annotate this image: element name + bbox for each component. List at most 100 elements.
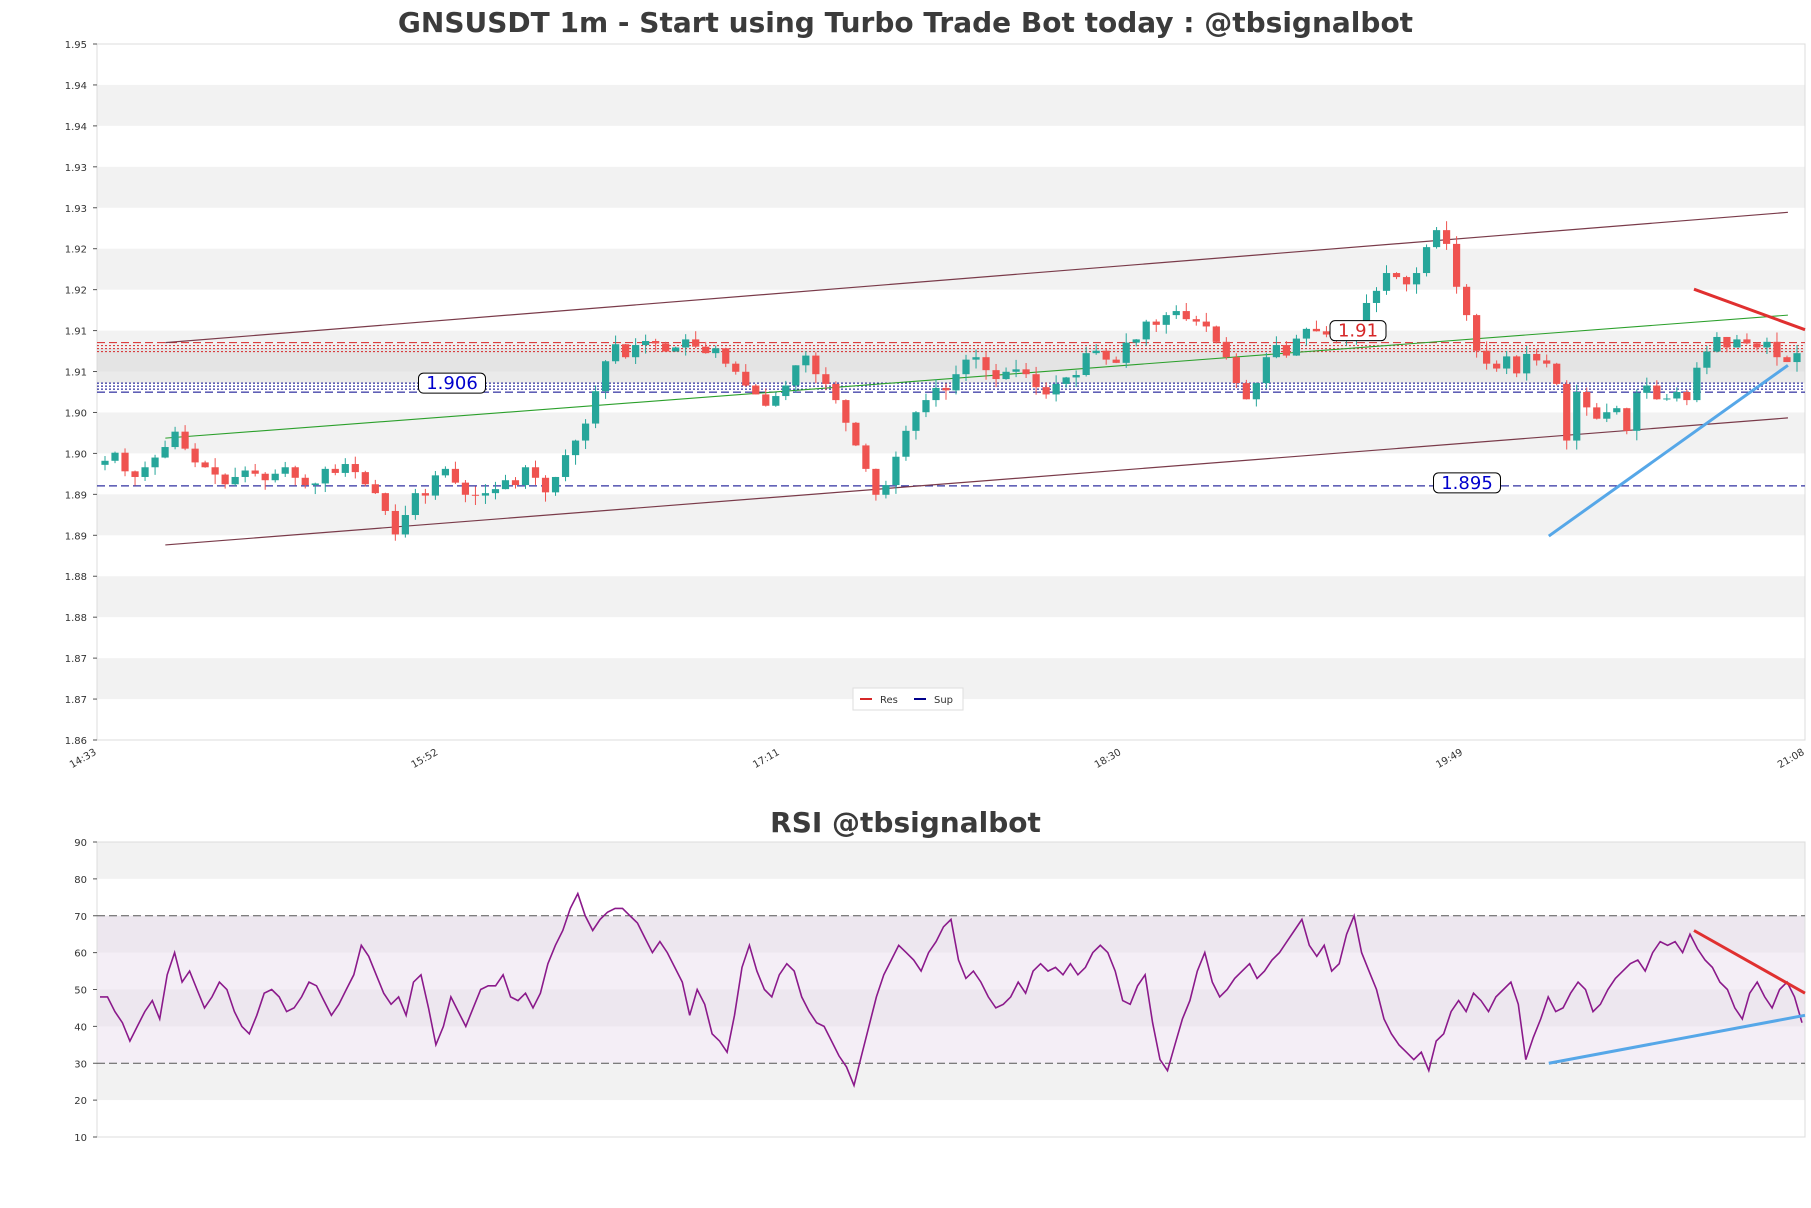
candle-body (1302, 328, 1311, 339)
candle-body (1132, 339, 1140, 343)
candle-body (101, 460, 109, 465)
main-channel-lines (165, 211, 1788, 546)
candle-body (141, 467, 149, 477)
candle-body (702, 346, 710, 354)
candle-body (1032, 374, 1040, 388)
candle-body (501, 480, 510, 490)
candle-body (762, 394, 770, 406)
main-x-tick-label: 14:33 (68, 747, 98, 771)
candle-body (972, 357, 980, 360)
candle-body (782, 385, 790, 397)
candle-body (1513, 356, 1521, 374)
candle-body (892, 456, 900, 486)
candle-body (812, 355, 820, 375)
candle-body (952, 374, 960, 391)
candle-body (1633, 392, 1641, 431)
candle-body (231, 476, 239, 485)
candle-body (451, 468, 460, 483)
main-x-tick-label: 21:08 (1776, 747, 1806, 771)
candle-body (832, 383, 840, 401)
rsi-axes: 90 80 70 60 50 40 30 20 10 (74, 838, 97, 1144)
sr-zone (97, 348, 1805, 384)
candle-body (1382, 273, 1391, 291)
candle-body (1052, 383, 1060, 395)
candle-body (321, 468, 329, 484)
candle-body (1242, 383, 1250, 400)
rsi-lines (97, 891, 1806, 1088)
candle-body (291, 467, 299, 478)
candle-body (1072, 375, 1080, 378)
rsi-y-tick-label: 20 (74, 1096, 87, 1107)
candle-body (391, 510, 399, 535)
candle-body (1122, 342, 1130, 363)
candle-body (732, 363, 740, 372)
candle-body (942, 387, 950, 391)
candle-body (191, 448, 199, 463)
candle-body (241, 470, 249, 477)
candle-body (1603, 412, 1611, 419)
channel-middle-line (165, 314, 1788, 439)
candle-body (441, 468, 450, 476)
main-grid-band (97, 248, 1805, 290)
candle-body (1783, 357, 1791, 363)
main-x-tick-label: 15:52 (410, 747, 440, 771)
main-y-tick-label: 1.92 (65, 245, 87, 256)
rsi-chart-title: RSI @tbsignalbot (770, 806, 1041, 839)
candle-body (922, 400, 930, 413)
candle-body (301, 477, 309, 486)
support-lower-level-label-box (1433, 472, 1501, 494)
rsi-grid-bands (96, 841, 1806, 1138)
legend-res-label: Res (880, 695, 898, 706)
candle-body (1182, 311, 1190, 320)
candle-body (401, 515, 409, 535)
candle-body (1473, 315, 1481, 351)
candle-body (271, 473, 279, 481)
channel-lower-line (165, 417, 1788, 546)
candle-body (1733, 339, 1741, 348)
candle-body (852, 422, 860, 446)
main-y-tick-label: 1.94 (65, 122, 87, 133)
candle-body (1753, 343, 1761, 348)
candle-body (571, 440, 580, 456)
channel-upper-line (165, 211, 1788, 344)
support-upper-level-label-box (418, 372, 486, 394)
main-y-tick-label: 1.91 (65, 327, 87, 338)
candle-body (1432, 230, 1441, 248)
candle-body (1452, 243, 1461, 287)
main-trendlines (1547, 287, 1806, 538)
trendline-blue (1547, 364, 1789, 538)
candle-body (431, 475, 439, 496)
candle-body (1693, 367, 1701, 401)
candle-body (1412, 273, 1421, 285)
candle-body (1793, 353, 1801, 363)
candle-body (1533, 353, 1541, 361)
rsi-y-tick-label: 80 (74, 875, 87, 886)
candle-body (802, 355, 810, 366)
candle-body (842, 400, 850, 423)
candle-body (1523, 353, 1531, 374)
rsi-grid-band (97, 1063, 1805, 1101)
candle-body (1743, 339, 1751, 344)
candle-body (311, 483, 319, 486)
candle-body (341, 464, 349, 473)
candle-body (1372, 290, 1381, 303)
main-grid-band (97, 576, 1805, 618)
candle-body (531, 467, 540, 478)
candle-body (1202, 321, 1210, 327)
candle-body (1392, 273, 1401, 278)
candle-body (1362, 302, 1371, 324)
candle-body (331, 468, 339, 473)
candle-body (131, 471, 139, 477)
candle-body (1683, 392, 1691, 401)
candle-body (862, 445, 870, 469)
candle-body (1082, 353, 1090, 376)
rsi-trendline-blue (1548, 1013, 1806, 1065)
candle-body (622, 344, 630, 358)
resistance-level-label: 1.91 (1338, 321, 1378, 342)
candle-body (1593, 407, 1601, 419)
candle-body (662, 343, 670, 352)
candle-body (371, 484, 379, 494)
main-x-tick-label: 17:11 (751, 747, 781, 771)
candle-body (1422, 247, 1431, 274)
